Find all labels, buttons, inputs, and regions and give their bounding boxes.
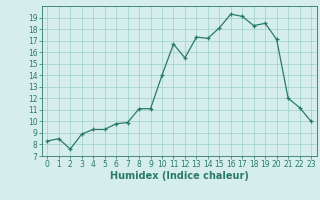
- X-axis label: Humidex (Indice chaleur): Humidex (Indice chaleur): [110, 171, 249, 181]
